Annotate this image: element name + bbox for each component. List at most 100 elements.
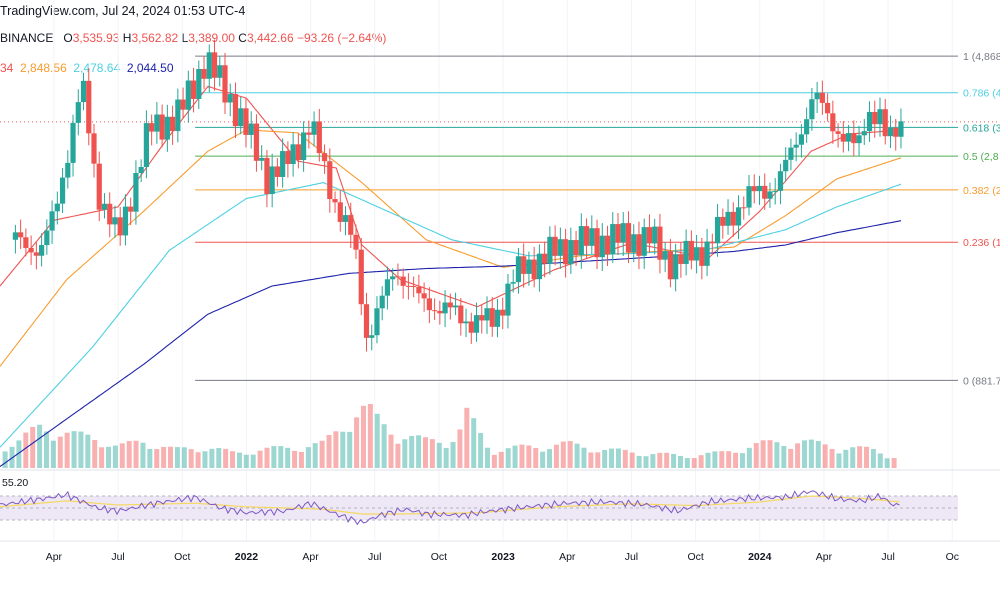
volume-bar [760,440,766,468]
candle-body [652,226,658,244]
candle-body [243,108,249,135]
candle-body [542,253,548,264]
volume-bar [161,446,167,468]
rsi-band [0,496,958,520]
volume-bar [126,441,132,468]
candle-body [379,295,385,309]
volume-bar [450,441,456,468]
candle-body [840,133,846,142]
volume-bar [360,405,366,468]
volume-bar [319,440,325,468]
candle-body [259,157,265,161]
candle-body [526,259,532,274]
volume-bar [471,418,477,468]
candle-body [819,92,825,103]
close-value: 3,442.66 [246,31,294,45]
fib-level-label: 0.236 (1 [963,237,1000,249]
candle-body [578,226,584,256]
candle-body [783,159,789,172]
candle-body [521,256,527,274]
candle-body [206,52,212,79]
volume-bar [664,452,670,468]
candle-body [772,190,778,192]
candle-body [866,111,873,132]
volume-bar [340,431,346,468]
candle-body [861,131,867,136]
volume-bar [485,447,491,468]
candle-body [673,254,679,280]
volume-bar [478,432,484,468]
volume-bar [92,439,98,468]
volume-bar [788,448,794,468]
candle-body [667,251,674,280]
candle-body [688,240,694,261]
candle-body [662,251,668,260]
candle-body [306,132,312,135]
ma-legend: 34 2,848.56 2,478.64 2,044.50 [0,61,174,75]
volume-bar [30,426,36,468]
candle-body [91,133,97,164]
volume-bar [209,448,215,468]
candle-body [96,163,102,210]
volume-bar [236,452,242,468]
volume-bar [119,443,125,468]
candle-body [473,315,480,333]
open-value: 3,535.93 [72,31,120,45]
ma-slow-line [0,182,902,448]
volume-bar [381,424,387,468]
candle-body [568,240,574,265]
candle-body [400,276,406,286]
candle-body [531,259,537,280]
volume-bar [257,450,263,468]
candle-body [65,162,71,178]
candle-body [39,245,45,256]
volume-bar [105,446,111,468]
candle-body [269,166,275,194]
candle-body [678,254,684,264]
grid-layer [0,0,1000,540]
volume-bar [712,451,718,468]
rsi-pane [0,490,1000,542]
volume-bar [739,453,745,468]
fib-level-label: 0 (881.7 [963,375,1000,387]
candle-body [547,236,553,264]
candle-body [484,308,490,321]
candle-body [479,315,485,321]
open-label: O [63,31,73,45]
volume-bar [223,448,229,468]
volume-bar [774,442,780,468]
x-tick-label: Oct [431,551,447,563]
candle-body [33,252,39,256]
rsi-value-label: 55.20 [2,477,28,489]
volume-bar [464,407,470,468]
volume-bar [636,455,642,468]
volume-bar [746,447,752,468]
candle-body [75,102,81,123]
volume-bar [298,451,304,468]
candle-body [583,226,590,246]
x-tick-label: Jul [881,551,894,563]
volume-bar [436,442,442,468]
candle-body [872,111,878,125]
candle-body [730,211,736,226]
candle-body [458,305,464,324]
candle-body [573,240,579,256]
candle-body [138,166,144,174]
candle-body [285,151,291,164]
candle-body [893,127,899,137]
volume-bar [533,447,539,468]
volume-bar [595,452,601,468]
volume-bar [498,451,504,468]
candle-body [804,119,810,135]
x-tick-label: 2024 [748,551,772,563]
candle-body [563,239,569,265]
ma-long-line [0,220,902,468]
candle-body [793,144,799,148]
candle-body [437,310,443,314]
candle-body [295,144,301,161]
volume-bar [781,445,787,468]
volume-bar [850,447,856,468]
volume-bar [581,447,587,468]
fibonacci-levels: 1 (4,868 0.786 (4 0.618 (3 0.5 (2,8 0.382 (2… [0,51,1000,387]
